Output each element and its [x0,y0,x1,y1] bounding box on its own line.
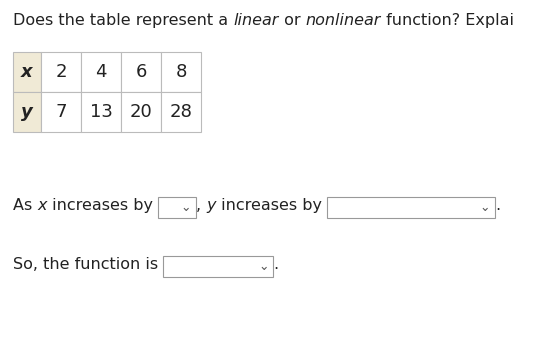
Text: 6: 6 [135,63,147,81]
Text: 2: 2 [55,63,66,81]
Text: x: x [38,198,47,213]
Text: y: y [206,198,216,213]
Bar [121,92,161,132]
Bar [81,92,121,132]
Text: 28: 28 [169,103,192,121]
Text: 4: 4 [95,63,107,81]
Bar [13,52,41,92]
Bar [158,197,196,218]
Text: y: y [21,103,33,121]
Text: 7: 7 [55,103,66,121]
Text: 20: 20 [130,103,153,121]
Text: ⌄: ⌄ [258,260,269,273]
Text: 13: 13 [89,103,112,121]
Text: function? Explai: function? Explai [381,13,514,28]
Bar [13,92,41,132]
Text: .: . [495,198,500,213]
Text: increases by: increases by [47,198,158,213]
Text: Does the table represent a: Does the table represent a [13,13,233,28]
Text: linear: linear [233,13,278,28]
Text: As: As [13,198,38,213]
Text: x: x [21,63,33,81]
Bar [121,52,161,92]
Text: ⌄: ⌄ [480,201,490,214]
Text: increases by: increases by [216,198,327,213]
Text: .: . [273,257,278,272]
Text: ⌄: ⌄ [181,201,191,214]
Text: So, the function is: So, the function is [13,257,164,272]
Text: or: or [278,13,305,28]
Bar [161,92,201,132]
Text: 8: 8 [175,63,187,81]
Bar [164,256,273,277]
Text: nonlinear: nonlinear [305,13,381,28]
Bar [41,52,81,92]
Bar [161,52,201,92]
Text: ,: , [196,198,206,213]
Bar [41,92,81,132]
Bar [327,197,495,218]
Bar [81,52,121,92]
